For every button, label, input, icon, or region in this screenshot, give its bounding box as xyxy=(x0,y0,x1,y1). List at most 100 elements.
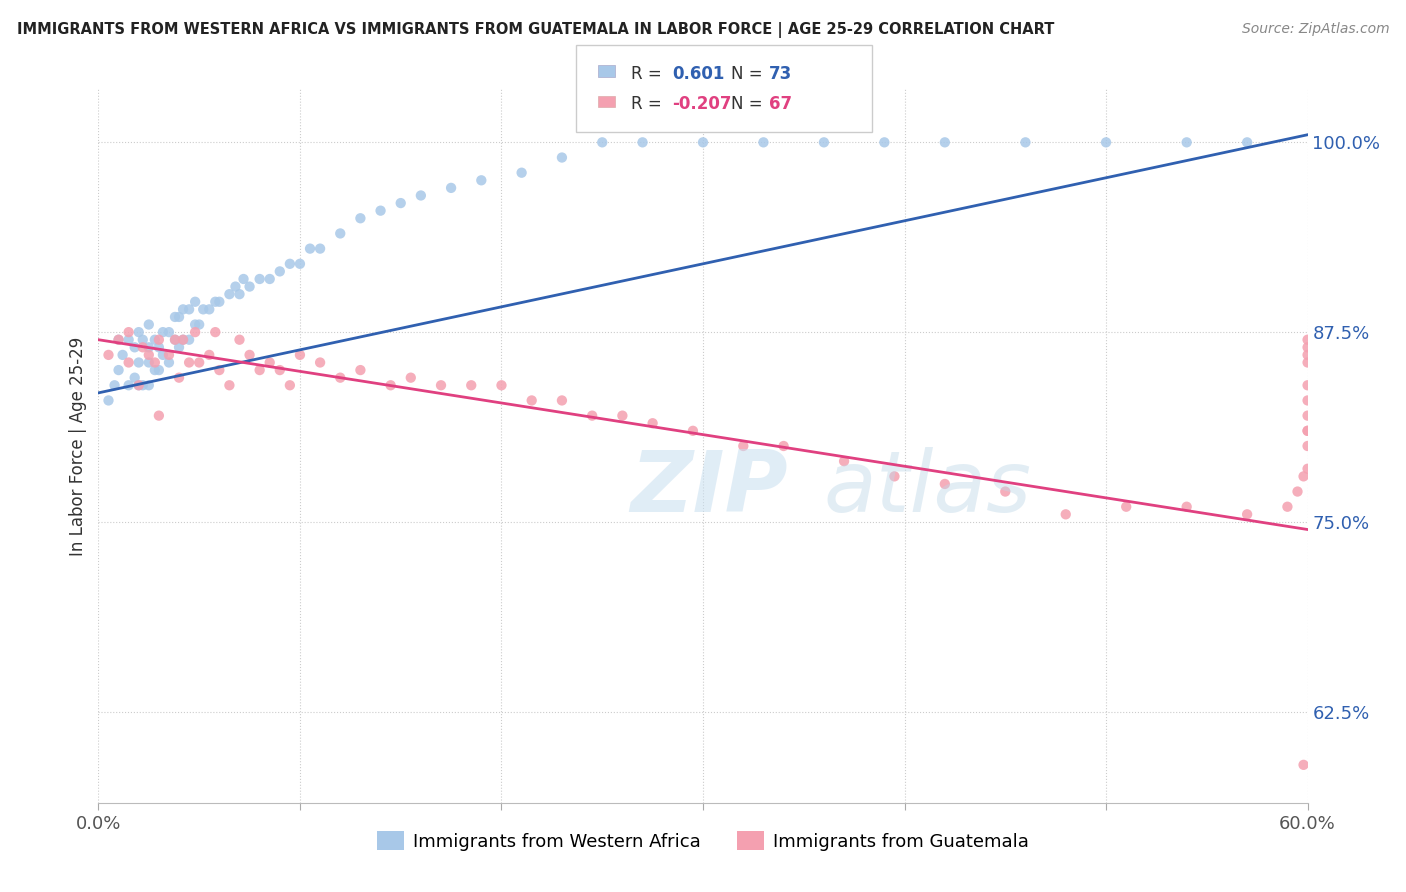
Point xyxy=(349,211,371,226)
Point xyxy=(184,318,207,332)
Point xyxy=(1292,757,1315,772)
Point xyxy=(278,378,301,392)
Point xyxy=(172,333,194,347)
Point xyxy=(733,439,755,453)
Point xyxy=(124,370,146,384)
Text: atlas: atlas xyxy=(824,447,1032,531)
Point xyxy=(128,378,150,392)
Point xyxy=(269,363,291,377)
Point xyxy=(510,166,533,180)
Text: N =: N = xyxy=(731,95,768,113)
Point xyxy=(118,325,141,339)
Point xyxy=(218,287,240,301)
Point xyxy=(132,340,155,354)
Point xyxy=(167,310,190,324)
Point xyxy=(1175,500,1198,514)
Point xyxy=(163,333,186,347)
Point xyxy=(682,424,704,438)
Point xyxy=(1175,136,1198,150)
Point xyxy=(179,333,201,347)
Point xyxy=(832,454,855,468)
Point xyxy=(1014,136,1036,150)
Point xyxy=(193,302,215,317)
Point xyxy=(288,257,311,271)
Point xyxy=(994,484,1017,499)
Text: Source: ZipAtlas.com: Source: ZipAtlas.com xyxy=(1241,22,1389,37)
Point xyxy=(107,333,129,347)
Point xyxy=(143,355,166,369)
Point xyxy=(138,378,160,392)
Text: 67: 67 xyxy=(769,95,792,113)
Point xyxy=(631,136,654,150)
Point xyxy=(1296,462,1319,476)
Point xyxy=(1296,340,1319,354)
Point xyxy=(883,469,905,483)
Point xyxy=(1296,333,1319,347)
Point xyxy=(491,378,513,392)
Point xyxy=(128,325,150,339)
Text: IMMIGRANTS FROM WESTERN AFRICA VS IMMIGRANTS FROM GUATEMALA IN LABOR FORCE | AGE: IMMIGRANTS FROM WESTERN AFRICA VS IMMIGR… xyxy=(17,22,1054,38)
Point xyxy=(184,294,207,309)
Point xyxy=(380,378,402,392)
Point xyxy=(591,136,613,150)
Point xyxy=(309,242,332,256)
Point xyxy=(772,439,794,453)
Point xyxy=(1296,424,1319,438)
Point xyxy=(239,348,262,362)
Point xyxy=(1054,508,1077,522)
Text: 73: 73 xyxy=(769,65,793,83)
Point xyxy=(143,333,166,347)
Point xyxy=(124,340,146,354)
Point xyxy=(204,325,226,339)
Point xyxy=(1296,378,1319,392)
Point xyxy=(329,227,352,241)
Point xyxy=(179,302,201,317)
Point xyxy=(409,188,432,202)
Point xyxy=(163,333,186,347)
Point xyxy=(208,363,231,377)
Point xyxy=(1296,424,1319,438)
Point xyxy=(224,279,246,293)
Point xyxy=(259,355,281,369)
Point xyxy=(813,136,835,150)
Point xyxy=(188,318,211,332)
Point xyxy=(128,378,150,392)
Point xyxy=(138,355,160,369)
Point xyxy=(184,325,207,339)
Point xyxy=(172,333,194,347)
Point xyxy=(460,378,482,392)
Point xyxy=(107,333,129,347)
Point xyxy=(138,318,160,332)
Point xyxy=(934,136,956,150)
Point xyxy=(692,136,714,150)
Point xyxy=(204,294,226,309)
Point xyxy=(1095,136,1118,150)
Point xyxy=(612,409,634,423)
Point xyxy=(349,363,371,377)
Point xyxy=(1296,393,1319,408)
Point xyxy=(198,348,221,362)
Point xyxy=(163,310,186,324)
Point xyxy=(97,393,120,408)
Point xyxy=(208,294,231,309)
Point xyxy=(138,348,160,362)
Point xyxy=(232,272,254,286)
Point xyxy=(157,348,180,362)
Point xyxy=(1292,469,1315,483)
Point xyxy=(128,355,150,369)
Point xyxy=(97,348,120,362)
Point xyxy=(218,378,240,392)
Point xyxy=(132,333,155,347)
Point xyxy=(1286,484,1309,499)
Point xyxy=(1115,500,1137,514)
Point xyxy=(1296,355,1319,369)
Point xyxy=(148,363,170,377)
Text: R =: R = xyxy=(631,65,668,83)
Point xyxy=(1236,508,1258,522)
Point xyxy=(143,363,166,377)
Point xyxy=(752,136,775,150)
Point xyxy=(1296,409,1319,423)
Point xyxy=(111,348,134,362)
Point xyxy=(148,333,170,347)
Point xyxy=(118,355,141,369)
